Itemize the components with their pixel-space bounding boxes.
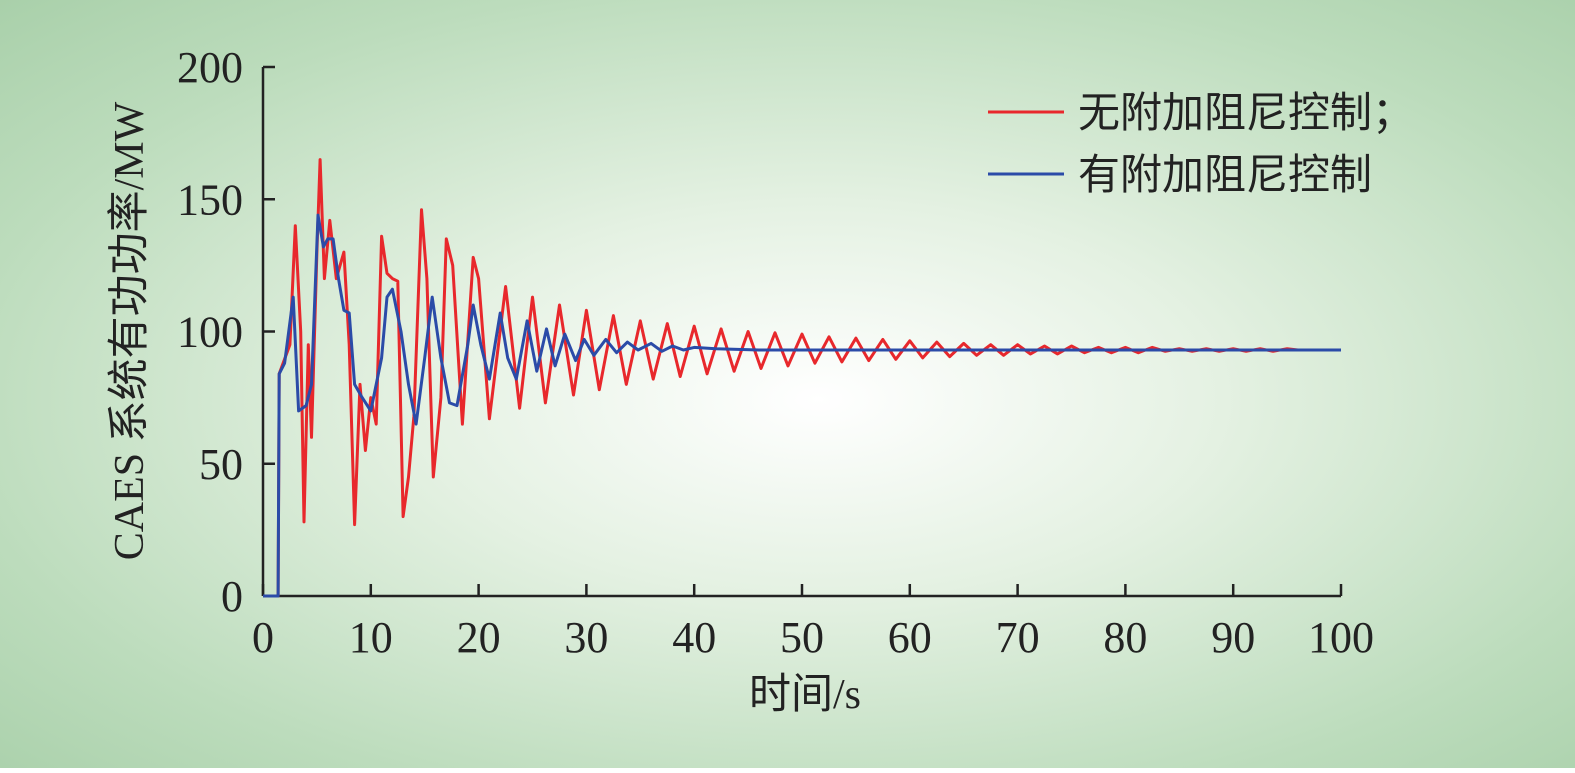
- x-tick-label: 100: [1308, 613, 1374, 662]
- y-tick-label: 200: [177, 43, 243, 92]
- y-axis-label: CAES 系统有功功率/MW: [106, 101, 153, 560]
- x-tick-label: 60: [888, 613, 932, 662]
- x-tick-label: 0: [252, 613, 274, 662]
- y-tick-label: 0: [221, 572, 243, 621]
- x-tick-label: 10: [349, 613, 393, 662]
- x-tick-label: 70: [996, 613, 1040, 662]
- data-line: [263, 158, 1299, 598]
- legend-label: 有附加阻尼控制: [1078, 153, 1372, 199]
- legend-label: 无附加阻尼控制；: [1078, 91, 1414, 137]
- x-axis-label: 时间/s: [749, 672, 861, 718]
- x-tick-label: 40: [672, 613, 716, 662]
- x-tick-label: 20: [457, 613, 501, 662]
- y-tick-label: 150: [177, 175, 243, 224]
- x-tick-label: 30: [564, 613, 608, 662]
- y-tick-label: 100: [177, 308, 243, 357]
- data-line: [263, 213, 1341, 598]
- x-tick-label: 80: [1103, 613, 1147, 662]
- x-tick-label: 90: [1211, 613, 1255, 662]
- x-tick-label: 50: [780, 613, 824, 662]
- y-tick-label: 50: [199, 440, 243, 489]
